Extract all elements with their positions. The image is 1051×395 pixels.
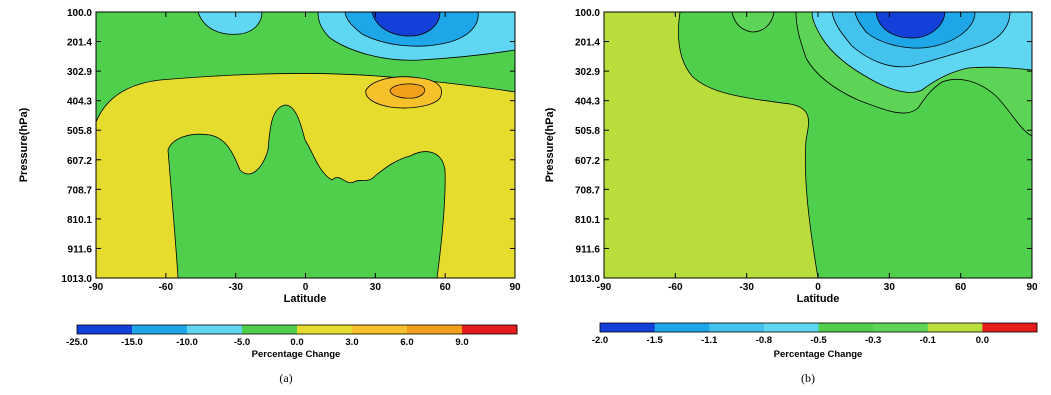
panel-b-caption: (b) (801, 371, 815, 385)
panel-b-x-tick-label: 30 (884, 282, 896, 293)
panel-b-region-green-light (731, 12, 775, 33)
panel-a-colorbar-segment (352, 325, 408, 334)
panel-a-y-tick-label: 302.9 (67, 67, 92, 78)
panel-a-region-orange-inner (389, 83, 426, 99)
panel-b-x-tick-label: 90 (1026, 282, 1038, 293)
panel-b-colorbar: -2.0 -1.5 -1.1 -0.8 -0.5 -0.3 -0.1 0.0 (592, 322, 1038, 346)
panel-a-field (96, 12, 515, 278)
panel-b-y-tick-label: 404.3 (575, 97, 600, 108)
panel-b-colorbar-tick-label: -0.5 (810, 335, 827, 346)
panel-a-ylabel: Pressure(hPa) (18, 107, 30, 182)
panel-a-colorbar-tick-label: -15.0 (121, 337, 143, 348)
panel-a-colorbar-segment (462, 325, 518, 334)
panel-b-colorbar-tick-label: 0.0 (976, 335, 989, 346)
panel-a-colorbar-tick-label: -5.0 (234, 337, 250, 348)
panel-a-x-tick-label: -30 (228, 282, 243, 293)
panel-b-x-tick-label: -60 (668, 282, 683, 293)
panel-a-colorbar-segment (297, 325, 353, 334)
panel-a-colorbar: -25.0 -15.0 -10.0 -5.0 0.0 3.0 6.0 9.0 (66, 324, 518, 348)
panel-a-colorbar-segment (187, 325, 243, 334)
panel-b-y-tick-label: 708.7 (575, 185, 600, 196)
panel-b-colorbar-segment (600, 323, 656, 332)
panel-b-colorbar-tick-label: -1.1 (701, 335, 718, 346)
panel-b-x-tick-label: -30 (739, 282, 754, 293)
panel-b-xlabel: Latitude (797, 293, 840, 305)
panel-b-colorbar-segment (763, 323, 819, 332)
panel-b-colorbar-tick-label: -0.8 (756, 335, 772, 346)
panel-a-x-tick-label: 30 (370, 282, 382, 293)
panel-a-colorbar-frame (76, 324, 518, 335)
panel-a: -90 -60 -30 0 30 60 90 100.0 201.4 302.9 404.3 505.… (18, 8, 521, 385)
panel-b-ylabel: Pressure(hPa) (544, 107, 556, 182)
panel-a-x-tick-label: -90 (89, 282, 104, 293)
panel-b-region-blue-dark (875, 12, 946, 39)
panel-a-colorbar-segment (242, 325, 298, 334)
panel-b-y-tick-label: 302.9 (575, 67, 600, 78)
panel-b: -90 -60 -30 0 30 60 90 100.0 201.4 302.9 404.3 505.… (544, 8, 1038, 385)
panel-a-axes: -90 -60 -30 0 30 60 90 100.0 201.4 302.9 404.3 505.… (61, 8, 521, 293)
panel-b-y-tick-label: 1013.0 (569, 274, 600, 285)
panel-a-y-tick-label: 708.7 (67, 185, 92, 196)
panel-a-x-tick-label: 0 (303, 282, 309, 293)
panel-b-y-tick-label: 607.2 (575, 156, 600, 167)
panel-a-colorbar-tick-label: -25.0 (66, 337, 88, 348)
panel-b-y-tick-label: 810.1 (575, 215, 600, 226)
panel-b-x-tick-label: 60 (955, 282, 967, 293)
panel-a-colorbar-segment (407, 325, 463, 334)
panel-b-y-tick-label: 505.8 (575, 126, 600, 137)
panel-b-colorbar-tick-label: -0.3 (865, 335, 881, 346)
panel-a-x-tick-label: 60 (440, 282, 452, 293)
panel-a-y-tick-label: 505.8 (67, 126, 92, 137)
panel-b-axes: -90 -60 -30 0 30 60 90 100.0 201.4 302.9 404.3 505.… (569, 8, 1038, 293)
panel-b-colorbar-segment (873, 323, 929, 332)
panel-a-colorbar-tick-label: 0.0 (290, 337, 303, 348)
panel-a-colorbar-segment (77, 325, 133, 334)
panel-b-colorbar-segment (654, 323, 710, 332)
panel-b-colorbar-tick-label: -1.5 (646, 335, 663, 346)
panel-b-colorbar-segment (709, 323, 765, 332)
panel-a-colorbar-tick-label: -10.0 (176, 337, 198, 348)
panel-a-y-tick-label: 1013.0 (61, 274, 92, 285)
panel-b-colorbar-tick-label: -0.1 (920, 335, 937, 346)
panel-b-x-tick-label: 0 (815, 282, 821, 293)
panel-b-x-tick-label: -90 (597, 282, 612, 293)
panel-a-xlabel: Latitude (284, 293, 327, 305)
panel-a-colorbar-segment (132, 325, 188, 334)
panel-a-region-blue-dark (371, 12, 441, 37)
panel-a-x-tick-label: -60 (159, 282, 174, 293)
panel-a-y-tick-label: 404.3 (67, 97, 92, 108)
panel-b-y-tick-label: 911.6 (576, 244, 601, 255)
panel-b-colorbar-tick-label: -2.0 (592, 335, 608, 346)
panel-b-field (604, 12, 1032, 278)
panel-a-colorbar-label: Percentage Change (252, 349, 341, 360)
panel-b-y-tick-label: 100.0 (575, 8, 600, 19)
panel-b-colorbar-segment (927, 323, 983, 332)
panel-a-colorbar-tick-label: 6.0 (400, 337, 413, 348)
panel-b-region-yellowgreen (604, 12, 819, 278)
panel-a-y-tick-label: 100.0 (67, 8, 92, 19)
panel-a-y-tick-label: 810.1 (67, 215, 92, 226)
panel-a-region-cyan-left (197, 12, 263, 35)
panel-a-caption: (a) (279, 371, 292, 385)
panel-b-colorbar-frame (599, 322, 1038, 333)
panel-b-colorbar-segment (982, 323, 1038, 332)
panel-b-colorbar-segment (818, 323, 874, 332)
panel-a-colorbar-tick-label: 3.0 (345, 337, 358, 348)
panel-b-y-tick-label: 201.4 (575, 38, 600, 49)
panel-a-y-tick-label: 911.6 (68, 244, 93, 255)
panel-a-colorbar-tick-label: 9.0 (455, 337, 468, 348)
panel-a-x-tick-label: 90 (509, 282, 521, 293)
panel-a-y-tick-label: 607.2 (67, 156, 92, 167)
panel-a-y-tick-label: 201.4 (67, 38, 92, 49)
panel-b-colorbar-label: Percentage Change (774, 349, 863, 360)
